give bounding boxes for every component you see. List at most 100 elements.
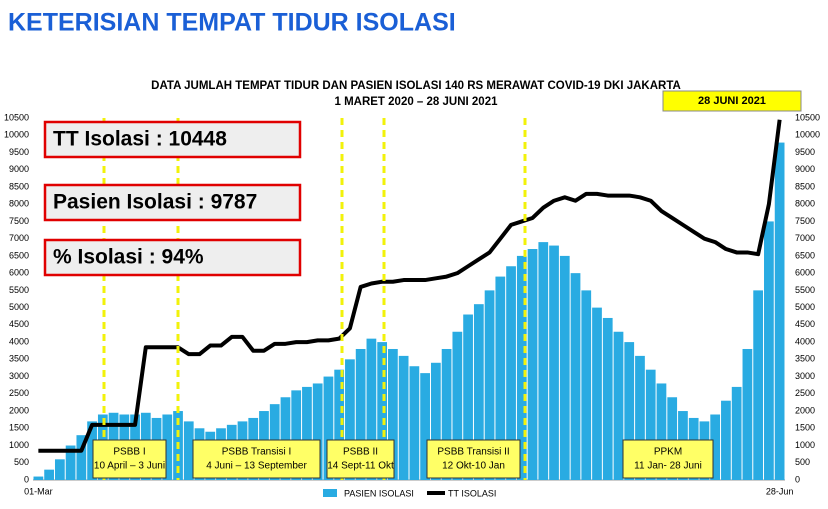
period-label: 14 Sept-11 Okt bbox=[327, 461, 394, 472]
bar bbox=[656, 383, 667, 480]
bar bbox=[592, 307, 602, 480]
y2-tick-label: 9000 bbox=[795, 164, 815, 174]
info-box bbox=[43, 120, 302, 159]
info-box bbox=[43, 238, 302, 277]
bar bbox=[635, 355, 645, 480]
x-tick-label: 28-Jun bbox=[766, 486, 794, 496]
bar bbox=[484, 290, 495, 480]
bar bbox=[54, 459, 65, 480]
y-tick-label: 10500 bbox=[4, 112, 29, 122]
bar bbox=[291, 390, 302, 480]
bar bbox=[345, 359, 355, 480]
y2-tick-label: 1500 bbox=[795, 423, 815, 433]
y-tick-label: 8500 bbox=[9, 181, 29, 191]
period-box bbox=[192, 439, 321, 479]
bar bbox=[76, 435, 87, 480]
bar bbox=[44, 469, 54, 480]
date-badge: 28 JUNI 2021 bbox=[698, 95, 766, 107]
period-label: PPKM bbox=[654, 447, 682, 458]
y-tick-label: 2500 bbox=[9, 388, 29, 398]
y-tick-label: 500 bbox=[14, 457, 29, 467]
bar bbox=[388, 348, 398, 480]
y2-tick-label: 0 bbox=[795, 474, 800, 484]
y2-tick-label: 6000 bbox=[795, 268, 815, 278]
bar bbox=[549, 245, 559, 480]
y2-tick-label: 2000 bbox=[795, 405, 815, 415]
bar bbox=[302, 386, 312, 480]
y2-tick-label: 6500 bbox=[795, 250, 815, 260]
bar bbox=[312, 383, 323, 480]
x-tick-label: 01-Mar bbox=[24, 486, 53, 496]
bar bbox=[183, 421, 194, 480]
y2-tick-label: 8000 bbox=[795, 199, 815, 209]
y-tick-label: 6500 bbox=[9, 250, 29, 260]
y2-tick-label: 500 bbox=[795, 457, 810, 467]
bar bbox=[721, 400, 731, 480]
bar bbox=[731, 386, 742, 480]
period-label: PSBB II bbox=[343, 447, 378, 458]
info-text: TT Isolasi : 10448 bbox=[53, 128, 227, 151]
legend-label: TT ISOLASI bbox=[448, 488, 496, 498]
y2-tick-label: 5000 bbox=[795, 302, 815, 312]
period-label: 11 Jan- 28 Juni bbox=[634, 461, 702, 472]
bar bbox=[323, 376, 334, 480]
period-box bbox=[326, 439, 395, 479]
bar bbox=[280, 397, 291, 480]
bar bbox=[495, 276, 506, 480]
bar bbox=[710, 414, 721, 480]
bar bbox=[463, 314, 473, 480]
bar bbox=[624, 342, 635, 480]
bar bbox=[538, 242, 549, 480]
y2-tick-label: 10500 bbox=[795, 112, 820, 122]
y2-tick-label: 8500 bbox=[795, 181, 815, 191]
bar bbox=[602, 317, 613, 480]
bar bbox=[162, 414, 173, 480]
period-label: PSBB I bbox=[113, 447, 145, 458]
info-text: % Isolasi : 94% bbox=[53, 246, 204, 269]
y2-tick-label: 3500 bbox=[795, 354, 815, 364]
y-tick-label: 2000 bbox=[9, 405, 29, 415]
y2-tick-label: 3000 bbox=[795, 371, 815, 381]
y-tick-label: 4000 bbox=[9, 336, 29, 346]
legend-label: PASIEN ISOLASI bbox=[344, 488, 414, 498]
bar bbox=[559, 255, 570, 480]
bar bbox=[645, 369, 656, 480]
bar bbox=[441, 348, 452, 480]
period-box bbox=[622, 439, 714, 479]
bar bbox=[366, 338, 377, 480]
y-tick-label: 10000 bbox=[4, 130, 29, 140]
bar bbox=[409, 366, 420, 480]
bar bbox=[764, 221, 774, 480]
y-tick-label: 1000 bbox=[9, 440, 29, 450]
y2-tick-label: 7000 bbox=[795, 233, 815, 243]
y-tick-label: 9500 bbox=[9, 147, 29, 157]
bar bbox=[742, 348, 753, 480]
y-tick-label: 8000 bbox=[9, 199, 29, 209]
bar bbox=[473, 304, 484, 480]
y-tick-label: 5500 bbox=[9, 285, 29, 295]
y-tick-label: 0 bbox=[24, 474, 29, 484]
y-tick-label: 3500 bbox=[9, 354, 29, 364]
period-label: 12 Okt-10 Jan bbox=[442, 461, 505, 472]
info-box bbox=[43, 183, 302, 222]
page-title: KETERISIAN TEMPAT TIDUR ISOLASI bbox=[8, 9, 456, 37]
y-tick-label: 7000 bbox=[9, 233, 29, 243]
period-box bbox=[426, 439, 521, 479]
y2-tick-label: 2500 bbox=[795, 388, 815, 398]
y2-tick-label: 4000 bbox=[795, 336, 815, 346]
bar bbox=[667, 397, 678, 480]
line bbox=[38, 119, 782, 453]
bar bbox=[774, 142, 785, 480]
y-tick-label: 9000 bbox=[9, 164, 29, 174]
y-tick-label: 7500 bbox=[9, 216, 29, 226]
bar bbox=[753, 290, 764, 480]
period-box bbox=[92, 439, 167, 479]
bar bbox=[570, 273, 581, 480]
bar bbox=[613, 331, 624, 480]
bar bbox=[452, 331, 463, 480]
bar bbox=[398, 355, 409, 480]
info-text: Pasien Isolasi : 9787 bbox=[53, 191, 257, 214]
y-tick-label: 4500 bbox=[9, 319, 29, 329]
bar bbox=[420, 373, 430, 480]
